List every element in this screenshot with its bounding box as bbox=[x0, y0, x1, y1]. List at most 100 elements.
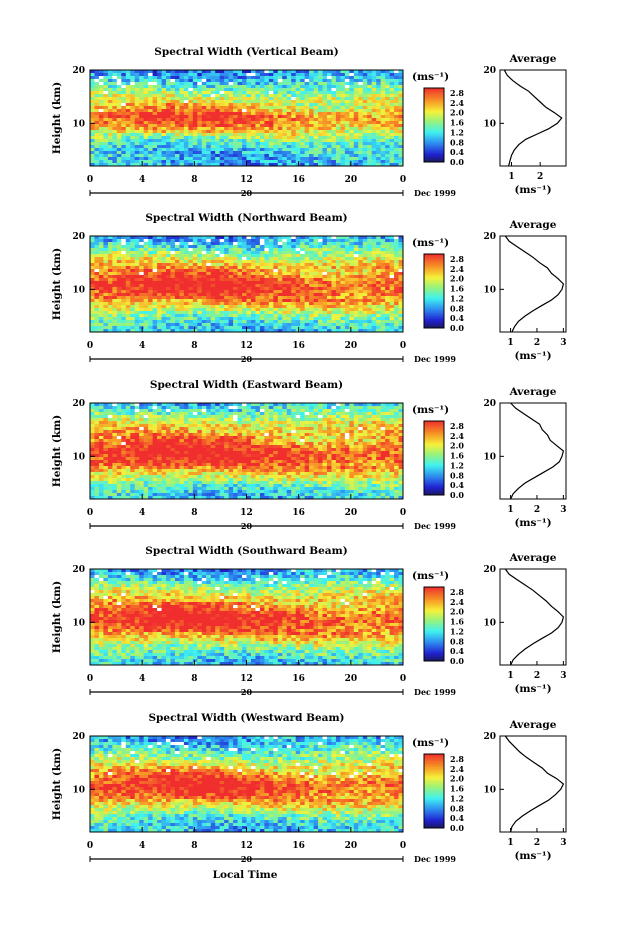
heatmap-cell bbox=[358, 254, 364, 258]
heatmap-cell bbox=[121, 136, 127, 140]
heatmap-cell bbox=[219, 88, 225, 92]
heatmap-cell bbox=[273, 124, 279, 128]
colorbar-swatch bbox=[424, 265, 444, 268]
heatmap-cell bbox=[112, 263, 118, 267]
heatmap-cell bbox=[143, 76, 149, 80]
heatmap-cell bbox=[291, 305, 297, 309]
heatmap-cell bbox=[268, 148, 274, 152]
heatmap-cell bbox=[98, 281, 104, 285]
heatmap-cell bbox=[291, 91, 297, 95]
heatmap-cell bbox=[94, 314, 100, 318]
heatmap-cell bbox=[371, 106, 377, 110]
heatmap-cell bbox=[385, 148, 390, 152]
heatmap-cell bbox=[322, 88, 328, 92]
heatmap-cell bbox=[224, 121, 229, 125]
heatmap-cell bbox=[376, 157, 381, 161]
heatmap-cell bbox=[219, 287, 225, 291]
colorbar-swatch bbox=[424, 270, 444, 273]
heatmap-cell bbox=[259, 103, 265, 107]
heatmap-cell bbox=[264, 163, 270, 167]
heatmap-cell bbox=[273, 296, 279, 300]
heatmap-cell bbox=[394, 133, 399, 137]
heatmap-cell bbox=[188, 266, 194, 270]
heatmap-cell bbox=[233, 415, 238, 419]
heatmap-cell bbox=[210, 154, 216, 158]
heatmap-cell bbox=[210, 251, 216, 255]
heatmap-cell bbox=[121, 263, 127, 267]
heatmap-cell bbox=[376, 118, 381, 122]
heatmap-cell bbox=[228, 124, 234, 128]
heatmap-cell bbox=[224, 326, 229, 330]
heatmap-cell bbox=[170, 106, 176, 110]
heatmap-cell bbox=[273, 293, 279, 297]
heatmap-cell bbox=[233, 97, 238, 101]
heatmap-cell bbox=[291, 415, 297, 419]
heatmap-cell bbox=[139, 112, 145, 116]
heatmap-cell bbox=[130, 121, 136, 125]
heatmap-cell bbox=[273, 305, 279, 309]
heatmap-cell bbox=[277, 323, 283, 327]
heatmap-cell bbox=[295, 97, 301, 101]
heatmap-cell bbox=[121, 257, 127, 261]
heatmap-cell bbox=[161, 157, 167, 161]
heatmap-cell bbox=[331, 139, 337, 143]
heatmap-cell bbox=[358, 85, 364, 89]
heatmap-cell bbox=[291, 406, 297, 410]
heatmap-cell bbox=[201, 70, 207, 74]
heatmap-cell bbox=[170, 109, 176, 113]
heatmap-cell bbox=[224, 109, 229, 113]
heatmap-cell bbox=[107, 127, 113, 131]
heatmap-cell bbox=[295, 257, 301, 261]
heatmap-cell bbox=[313, 278, 319, 282]
heatmap-cell bbox=[371, 118, 377, 122]
heatmap-cell bbox=[233, 296, 238, 300]
heatmap-cell bbox=[282, 323, 288, 327]
heatmap-cell bbox=[246, 281, 252, 285]
colorbar-swatch bbox=[424, 128, 444, 131]
heatmap-cell bbox=[112, 151, 118, 155]
heatmap-cell bbox=[121, 260, 127, 264]
heatmap-cell bbox=[309, 269, 314, 273]
heatmap-cell bbox=[286, 406, 292, 410]
heatmap-cell bbox=[98, 326, 104, 330]
heatmap-cell bbox=[206, 160, 212, 164]
heatmap-cell bbox=[291, 97, 297, 101]
heatmap-cell bbox=[188, 94, 194, 98]
heatmap-cell bbox=[358, 257, 364, 261]
colorbar-swatch bbox=[424, 88, 444, 91]
heatmap-cell bbox=[259, 82, 265, 86]
colorbar-swatch bbox=[424, 315, 444, 318]
heatmap-cell bbox=[264, 305, 270, 309]
heatmap-cell bbox=[197, 82, 203, 86]
heatmap-cell bbox=[210, 88, 216, 92]
heatmap-cell bbox=[215, 257, 221, 261]
heatmap-cell bbox=[201, 329, 207, 333]
heatmap-cell bbox=[152, 308, 158, 312]
heatmap-cell bbox=[233, 148, 238, 152]
heatmap-cell bbox=[237, 278, 243, 282]
heatmap-cell bbox=[371, 142, 377, 146]
heatmap-cell bbox=[340, 409, 346, 413]
heatmap-cell bbox=[367, 302, 373, 306]
heatmap-cell bbox=[228, 320, 234, 324]
heatmap-cell bbox=[264, 326, 270, 330]
heatmap-cell bbox=[358, 263, 364, 267]
heatmap-cell bbox=[358, 320, 364, 324]
heatmap-cell bbox=[94, 127, 100, 131]
heatmap-cell bbox=[349, 299, 355, 303]
heatmap-cell bbox=[192, 329, 198, 333]
heatmap-cell bbox=[246, 269, 252, 273]
heatmap-cell bbox=[130, 112, 136, 116]
heatmap-cell bbox=[107, 269, 113, 273]
heatmap-cell bbox=[219, 163, 225, 167]
heatmap-cell bbox=[264, 257, 270, 261]
heatmap-cell bbox=[197, 275, 203, 279]
heatmap-cell bbox=[201, 157, 207, 161]
heatmap-cell bbox=[273, 266, 279, 270]
heatmap-cell bbox=[344, 320, 350, 324]
heatmap-cell bbox=[237, 317, 243, 321]
heatmap-cell bbox=[90, 124, 95, 128]
heatmap-cell bbox=[255, 70, 261, 74]
heatmap-cell bbox=[264, 254, 270, 258]
heatmap-cell bbox=[121, 154, 127, 158]
